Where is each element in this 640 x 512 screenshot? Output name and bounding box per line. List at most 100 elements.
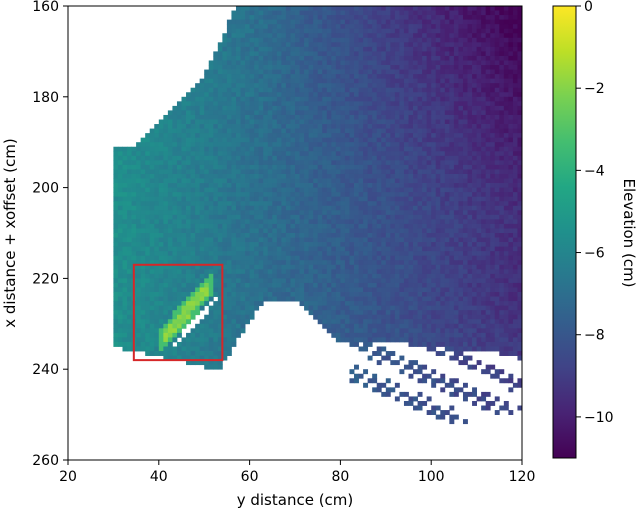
heat-cell <box>381 101 387 107</box>
heat-cell <box>190 219 196 225</box>
heat-cell <box>326 33 332 39</box>
heat-cell <box>403 237 409 243</box>
heat-cell <box>235 273 241 279</box>
heat-cell <box>145 242 151 248</box>
heat-cell <box>235 87 241 93</box>
heat-cell <box>444 28 450 34</box>
heat-cell <box>494 15 500 21</box>
heat-cell <box>499 264 505 270</box>
heat-cell <box>240 119 246 125</box>
heat-cell <box>231 146 237 152</box>
heat-cell <box>131 201 137 207</box>
heat-cell <box>322 46 328 52</box>
heat-cell <box>372 96 378 102</box>
heat-cell <box>199 278 205 284</box>
heat-cell <box>272 187 278 193</box>
heat-cell <box>295 6 300 11</box>
heat-cell <box>186 201 191 207</box>
heat-cell <box>508 164 514 170</box>
heat-cell <box>222 264 228 270</box>
heat-cell <box>349 178 355 184</box>
heat-cell <box>517 128 522 134</box>
heat-cell <box>417 74 423 80</box>
heat-cell <box>431 219 437 225</box>
heat-cell <box>172 137 178 143</box>
heat-cell <box>444 164 450 170</box>
heat-cell <box>422 78 428 84</box>
heat-cell <box>490 110 496 116</box>
heat-cell <box>485 196 491 202</box>
heat-cell <box>195 264 201 270</box>
heat-cell <box>331 183 337 188</box>
heat-cell <box>344 219 350 225</box>
heat-cell <box>335 69 341 75</box>
heat-cell <box>444 251 450 257</box>
heat-cell <box>522 169 527 174</box>
heat-cell <box>385 237 391 243</box>
heat-cell <box>335 210 341 216</box>
heat-cell <box>408 269 414 275</box>
heat-cell <box>127 264 132 270</box>
heat-cell <box>245 105 250 111</box>
heat-cell <box>385 78 391 84</box>
heat-cell <box>245 142 250 148</box>
heat-cell <box>136 278 142 284</box>
heat-cell <box>462 60 468 66</box>
heat-cell <box>245 55 250 61</box>
heat-cell <box>276 133 282 139</box>
heat-cell <box>385 242 391 248</box>
heat-cell <box>208 242 214 248</box>
heat-cell <box>231 114 237 120</box>
heat-cell <box>299 160 305 166</box>
heat-cell <box>449 146 455 152</box>
heat-cell <box>367 78 373 84</box>
heat-cell <box>295 124 300 129</box>
heat-cell <box>413 37 418 43</box>
heat-cell <box>290 183 296 188</box>
heat-cell <box>154 278 160 284</box>
heat-cell <box>313 74 319 80</box>
heat-cell <box>195 255 201 261</box>
heat-cell <box>204 164 210 170</box>
heat-cell <box>240 55 246 61</box>
heat-cell <box>435 124 441 129</box>
heat-cell <box>435 46 441 52</box>
heat-cell <box>453 169 459 175</box>
heat-cell <box>263 65 269 70</box>
heat-cell <box>363 273 369 279</box>
heat-cell <box>249 269 255 275</box>
heat-cell <box>503 237 509 243</box>
heat-cell <box>326 219 332 225</box>
heat-cell <box>295 269 300 275</box>
heat-cell <box>317 251 323 257</box>
heat-cell <box>199 264 205 270</box>
heat-cell <box>381 19 387 25</box>
heat-cell <box>213 51 219 57</box>
heat-cell <box>217 251 223 257</box>
heat-cell <box>322 246 328 252</box>
heat-cell <box>335 83 341 89</box>
heat-cell <box>499 110 505 116</box>
heat-cell <box>512 142 518 148</box>
heat-cell <box>472 151 477 157</box>
heat-cell <box>281 196 287 202</box>
heat-cell <box>367 101 373 107</box>
heat-cell <box>372 146 378 152</box>
heat-cell <box>208 187 214 193</box>
heat-cell <box>245 278 250 284</box>
heat-cell <box>172 114 178 120</box>
heat-cell <box>358 101 364 107</box>
heat-cell <box>235 233 241 238</box>
heat-cell <box>258 201 264 207</box>
heat-cell <box>276 260 282 266</box>
heat-cell <box>458 119 464 125</box>
heat-cell <box>272 269 278 275</box>
heat-cell <box>472 28 477 34</box>
heat-cell <box>390 273 396 279</box>
heat-cell <box>408 33 414 39</box>
heat-cell <box>390 233 396 238</box>
heat-cell <box>299 237 305 243</box>
heat-cell <box>390 105 396 111</box>
heat-cell <box>258 105 264 111</box>
heat-cell <box>462 19 468 25</box>
